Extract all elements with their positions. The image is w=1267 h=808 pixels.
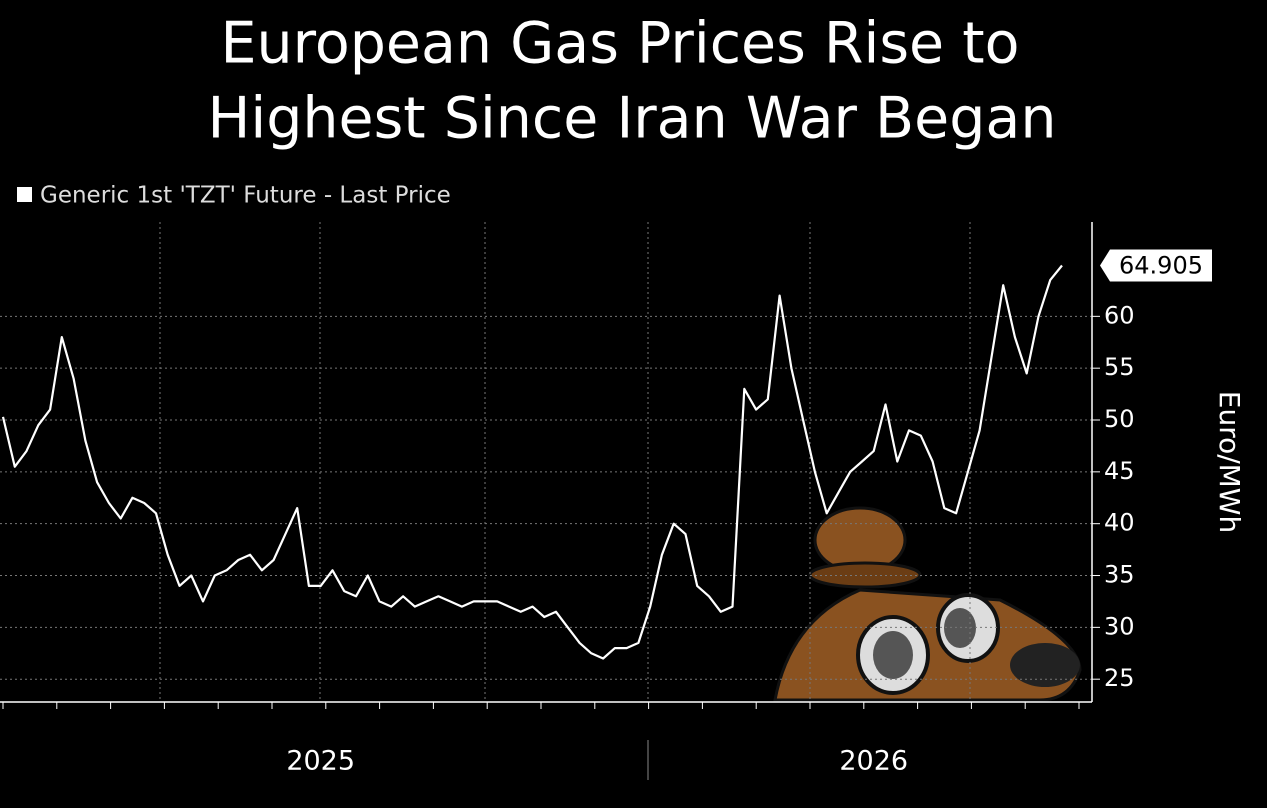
y-axis-label: Euro/MWh xyxy=(1213,391,1246,534)
y-tick-label: 60 xyxy=(1104,301,1135,329)
x-tick-label: 2026 xyxy=(839,746,908,777)
dog-hat-brim xyxy=(808,561,922,589)
last-price-label: 64.905 xyxy=(1119,251,1203,279)
y-tick-label: 25 xyxy=(1104,664,1135,692)
y-tick-label: 55 xyxy=(1104,353,1135,381)
chart-title: Highest Since Iran War Began xyxy=(208,86,1057,152)
x-tick-label: 2025 xyxy=(286,746,355,777)
chart-title: European Gas Prices Rise to xyxy=(221,11,1020,77)
dog-pupil xyxy=(944,608,976,648)
y-tick-label: 40 xyxy=(1104,509,1135,537)
legend-swatch xyxy=(17,187,32,202)
legend-label: Generic 1st 'TZT' Future - Last Price xyxy=(40,183,451,209)
y-tick-label: 35 xyxy=(1104,561,1135,589)
y-tick-label: 30 xyxy=(1104,612,1135,640)
last-price-callout xyxy=(1100,249,1212,282)
dog-nose xyxy=(1010,643,1080,687)
price-line xyxy=(1,264,1063,660)
y-tick-label: 50 xyxy=(1104,405,1135,433)
y-tick-label: 45 xyxy=(1104,457,1135,485)
dog-sticker xyxy=(773,506,1082,702)
dog-pupil xyxy=(873,631,913,679)
